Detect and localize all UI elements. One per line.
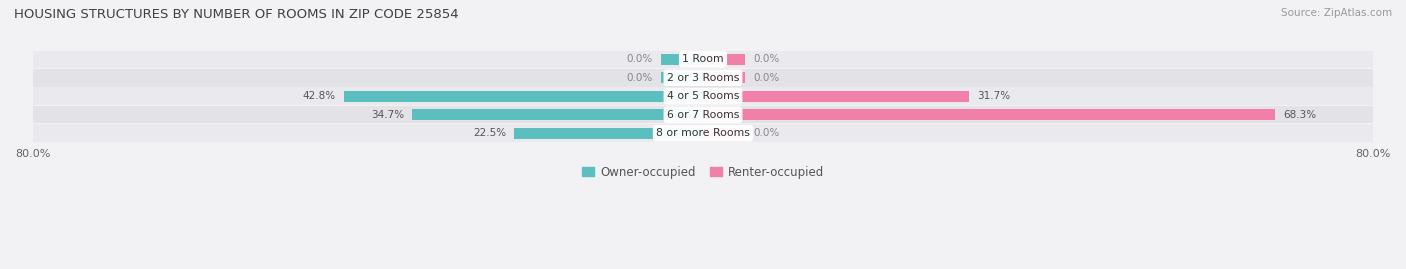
Text: 4 or 5 Rooms: 4 or 5 Rooms [666, 91, 740, 101]
Bar [703, 128, 745, 139]
Text: 0.0%: 0.0% [627, 54, 652, 64]
Text: 6 or 7 Rooms: 6 or 7 Rooms [666, 110, 740, 120]
Text: 0.0%: 0.0% [754, 128, 779, 138]
Text: Source: ZipAtlas.com: Source: ZipAtlas.com [1281, 8, 1392, 18]
Text: 68.3%: 68.3% [1284, 110, 1317, 120]
Bar [32, 124, 1374, 142]
Bar [515, 128, 703, 139]
Bar [703, 54, 745, 65]
Text: 31.7%: 31.7% [977, 91, 1010, 101]
Text: 8 or more Rooms: 8 or more Rooms [657, 128, 749, 138]
Text: 34.7%: 34.7% [371, 110, 404, 120]
Bar [32, 69, 1374, 87]
Text: 2 or 3 Rooms: 2 or 3 Rooms [666, 73, 740, 83]
Bar [703, 91, 969, 102]
Text: 22.5%: 22.5% [472, 128, 506, 138]
Bar [32, 51, 1374, 68]
Bar [412, 109, 703, 120]
Text: 1 Room: 1 Room [682, 54, 724, 64]
Text: 42.8%: 42.8% [302, 91, 336, 101]
Text: 0.0%: 0.0% [627, 73, 652, 83]
Bar [661, 72, 703, 83]
Bar [344, 91, 703, 102]
Bar [661, 54, 703, 65]
Legend: Owner-occupied, Renter-occupied: Owner-occupied, Renter-occupied [578, 161, 828, 183]
Bar [32, 106, 1374, 123]
Bar [32, 87, 1374, 105]
Bar [703, 72, 745, 83]
Text: 0.0%: 0.0% [754, 73, 779, 83]
Text: 0.0%: 0.0% [754, 54, 779, 64]
Bar [703, 109, 1275, 120]
Text: HOUSING STRUCTURES BY NUMBER OF ROOMS IN ZIP CODE 25854: HOUSING STRUCTURES BY NUMBER OF ROOMS IN… [14, 8, 458, 21]
